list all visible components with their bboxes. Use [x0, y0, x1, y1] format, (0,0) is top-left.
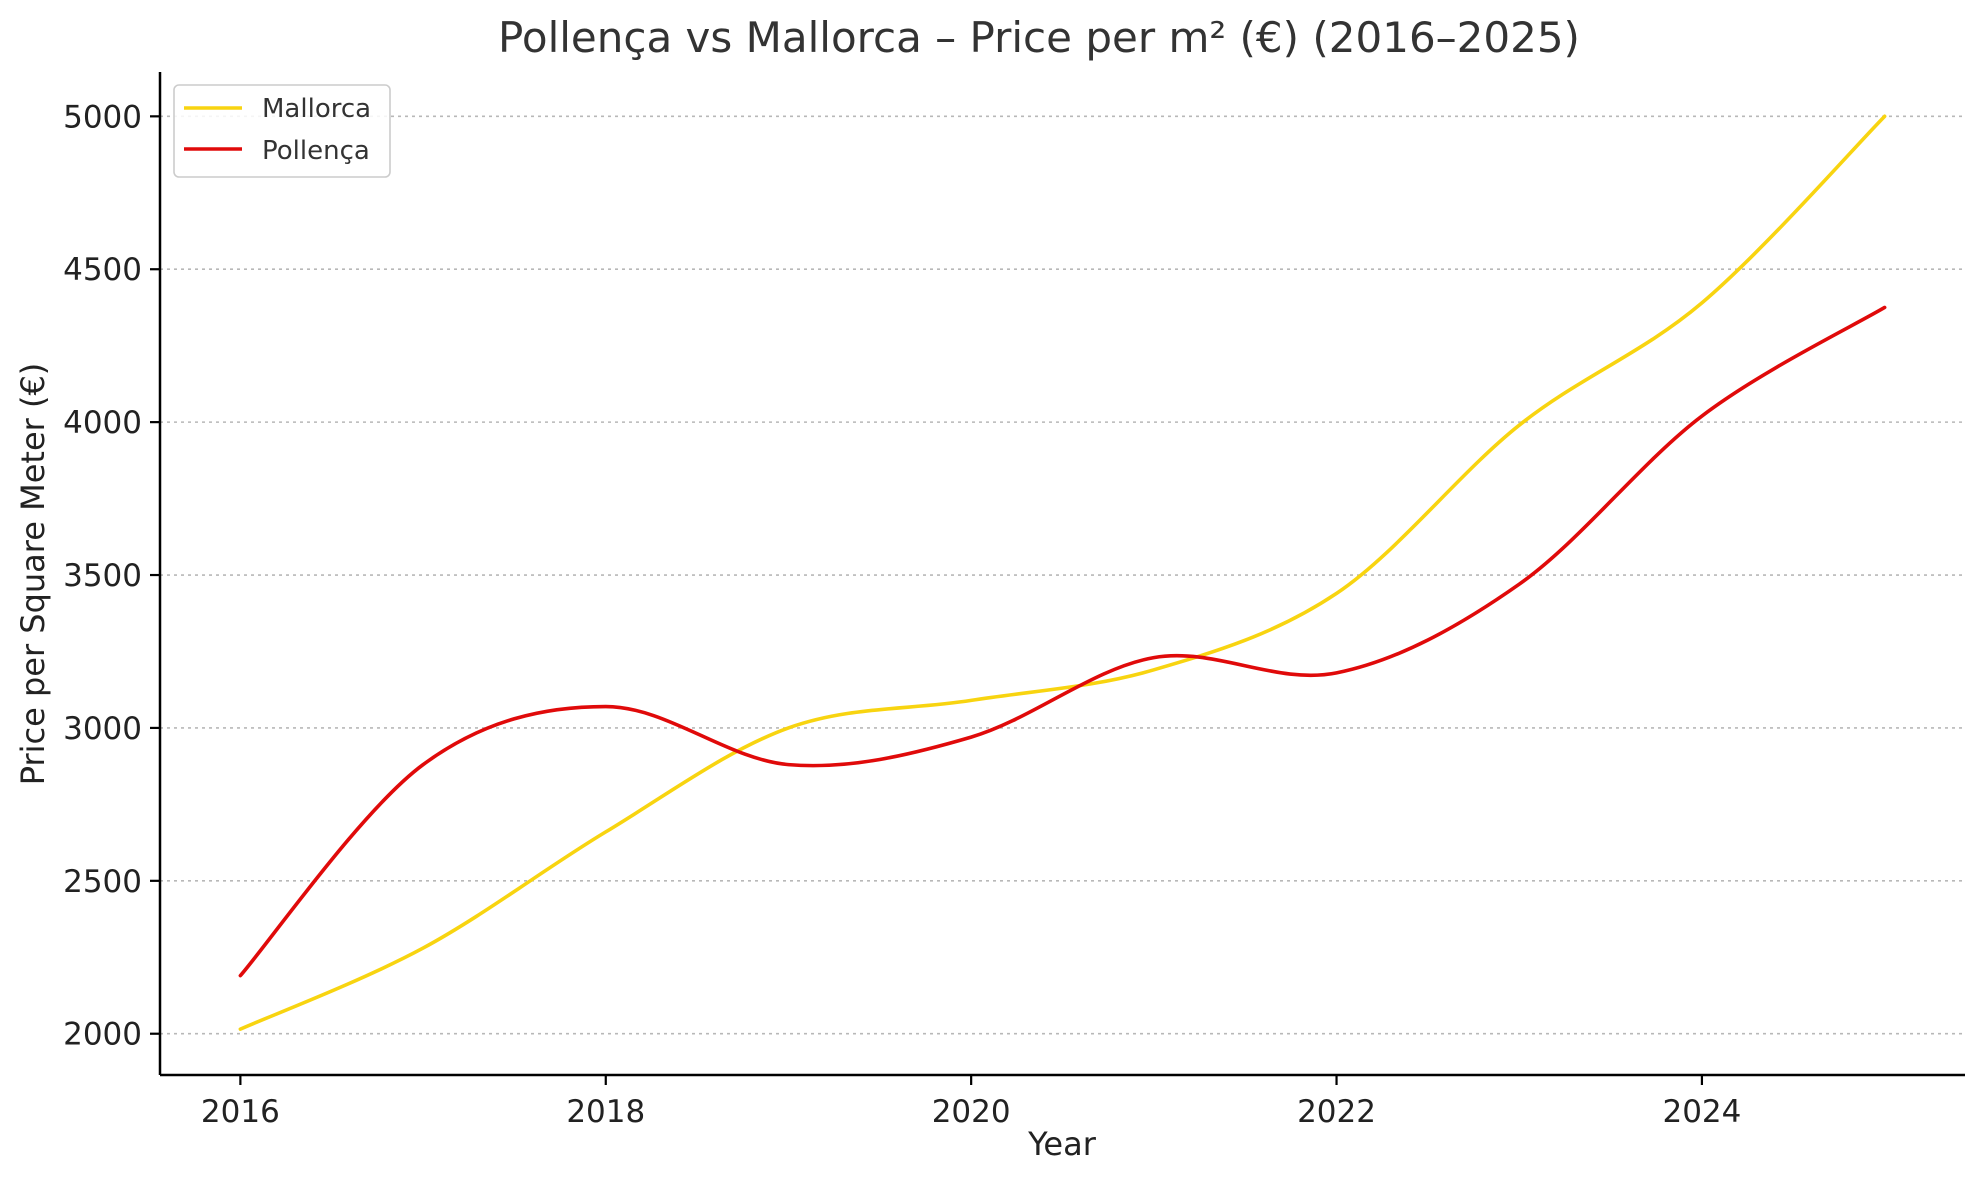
y-tick-label-3500: 3500 — [63, 558, 142, 594]
chart-title: Pollença vs Mallorca – Price per m² (€) … — [498, 13, 1580, 62]
x-tick-label-2020: 2020 — [932, 1094, 1011, 1130]
y-tick-label-2000: 2000 — [63, 1017, 142, 1053]
legend: Mallorca Pollença — [173, 84, 391, 178]
y-tick-label-4500: 4500 — [63, 252, 142, 288]
series-lines — [238, 114, 1887, 1031]
x-tick-label-2018: 2018 — [566, 1094, 645, 1130]
x-tick-label-2016: 2016 — [201, 1094, 280, 1130]
series-line-pollenca — [238, 305, 1887, 978]
y-tick-label-4000: 4000 — [63, 405, 142, 441]
y-tick-label-2500: 2500 — [63, 864, 142, 900]
x-tick-label-2024: 2024 — [1662, 1094, 1741, 1130]
y-axis-label: Price per Square Meter (€) — [14, 363, 52, 786]
x-axis-label: Year — [1027, 1125, 1097, 1163]
y-tick-label-5000: 5000 — [63, 99, 142, 135]
series-line-mallorca — [238, 114, 1887, 1031]
x-tick-label-2022: 2022 — [1297, 1094, 1376, 1130]
axes — [158, 72, 1965, 1077]
y-tick-label-3000: 3000 — [63, 711, 142, 747]
legend-label-pollenca: Pollença — [262, 136, 370, 166]
grid — [160, 115, 1965, 1035]
ticks: 2000 2500 3000 3500 4000 4500 5000 2016 2018 2020… — [63, 99, 1741, 1130]
legend-label-mallorca: Mallorca — [262, 94, 371, 124]
